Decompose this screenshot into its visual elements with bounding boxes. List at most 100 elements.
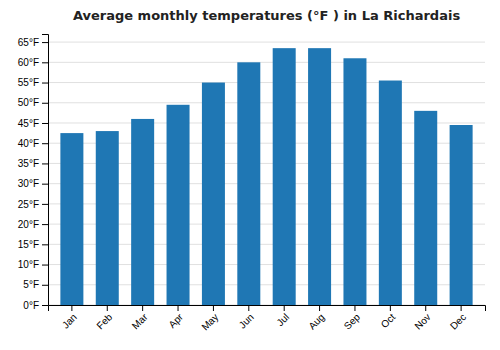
bar	[273, 48, 296, 305]
bar	[450, 125, 473, 305]
tick: Oct	[379, 305, 398, 330]
bar	[237, 62, 260, 305]
tick: Nov	[412, 305, 432, 332]
tick-label: 65°F	[18, 37, 39, 48]
grid-line	[48, 62, 485, 63]
bar	[343, 58, 366, 305]
tick: Feb	[94, 305, 114, 331]
tick-mark	[178, 305, 179, 311]
tick: 15°F	[18, 239, 48, 250]
tick: 60°F	[18, 57, 48, 68]
tick-label: 55°F	[18, 77, 39, 88]
tick-mark	[42, 305, 48, 306]
tick: 30°F	[18, 178, 48, 189]
tick-mark	[354, 305, 355, 311]
tick-mark	[42, 244, 48, 245]
tick-mark	[42, 265, 48, 266]
tick: 25°F	[18, 199, 48, 210]
x-axis: Jan Feb Mar Apr May Jun Jul Aug Sep Oct Nov Dec	[49, 305, 486, 333]
tick: Sep	[342, 305, 363, 332]
tick-mark	[42, 42, 48, 43]
tick: 5°F	[23, 279, 48, 290]
tick-label: 45°F	[18, 118, 39, 129]
tick-label: 30°F	[18, 178, 39, 189]
tick: Mar	[130, 305, 150, 331]
tick-mark	[461, 305, 462, 311]
tick-label: Oct	[379, 311, 398, 330]
tick-mark	[213, 305, 214, 311]
tick-label: 40°F	[18, 138, 39, 149]
tick-label: 10°F	[18, 259, 39, 270]
bar	[131, 119, 154, 305]
tick: 35°F	[18, 158, 48, 169]
tick-label: Apr	[166, 311, 185, 330]
bar	[96, 131, 119, 305]
tick-label: Jan	[60, 311, 79, 330]
tick-label: Nov	[412, 311, 432, 331]
tick-mark	[71, 305, 72, 311]
tick-label: Feb	[94, 311, 114, 331]
tick-label: Jul	[274, 311, 291, 328]
chart: 0°F 5°F 10°F 15°F 20°F 25°F 30°F 35°F 40°F 45°F 50…	[0, 0, 500, 350]
tick-mark	[319, 305, 320, 311]
tick-mark	[425, 305, 426, 311]
tick-mark	[42, 83, 48, 84]
tick-mark	[42, 62, 48, 63]
tick-label: Dec	[448, 311, 468, 331]
bar	[202, 83, 225, 305]
tick-mark	[42, 163, 48, 164]
tick-mark	[42, 143, 48, 144]
tick-label: 15°F	[18, 239, 39, 250]
tick: Jan	[60, 305, 79, 331]
tick-label: Jun	[237, 311, 256, 330]
tick: May	[199, 305, 220, 333]
tick: 40°F	[18, 138, 48, 149]
grid-line	[48, 102, 485, 103]
tick: 65°F	[18, 37, 48, 48]
tick-mark	[42, 204, 48, 205]
tick: 20°F	[18, 219, 48, 230]
tick-label: 50°F	[18, 97, 39, 108]
bar	[379, 81, 402, 305]
tick-mark	[248, 305, 249, 311]
tick-label: Aug	[306, 311, 326, 331]
grid	[48, 42, 485, 305]
title: Average monthly temperatures (°F ) in La…	[73, 8, 461, 23]
plot: 0°F 5°F 10°F 15°F 20°F 25°F 30°F 35°F 40°F 45°F 50…	[18, 35, 486, 333]
tick-mark	[107, 305, 108, 311]
marks	[60, 48, 472, 305]
tick-mark	[42, 184, 48, 185]
y-axis: 0°F 5°F 10°F 15°F 20°F 25°F 30°F 35°F 40°F 45°F 50…	[18, 35, 49, 311]
tick: 50°F	[18, 97, 48, 108]
tick-mark	[284, 305, 285, 311]
bar	[167, 105, 190, 305]
tick: 55°F	[18, 77, 48, 88]
tick-mark	[42, 123, 48, 124]
tick-label: Mar	[130, 311, 150, 331]
tick: Jun	[237, 305, 256, 331]
tick-label: 20°F	[18, 219, 39, 230]
tick: Jul	[274, 305, 291, 328]
tick: 0°F	[23, 300, 48, 311]
bar	[308, 48, 331, 305]
grid-line	[48, 82, 485, 83]
tick-label: May	[199, 311, 220, 332]
tick-mark	[390, 305, 391, 311]
tick-label: 35°F	[18, 158, 39, 169]
tick-mark	[42, 224, 48, 225]
tick-mark	[42, 103, 48, 104]
grid-line	[48, 42, 485, 43]
tick-label: 25°F	[18, 199, 39, 210]
bar	[60, 133, 83, 305]
tick-mark	[42, 285, 48, 286]
tick-label: Sep	[342, 311, 363, 332]
tick: 45°F	[18, 118, 48, 129]
tick: Apr	[166, 305, 185, 330]
bar	[414, 111, 437, 305]
tick-label: 60°F	[18, 57, 39, 68]
tick: Aug	[306, 305, 326, 332]
tick-mark	[142, 305, 143, 311]
tick-label: 5°F	[23, 279, 39, 290]
axis-line	[49, 306, 486, 312]
tick-label: 0°F	[23, 300, 39, 311]
